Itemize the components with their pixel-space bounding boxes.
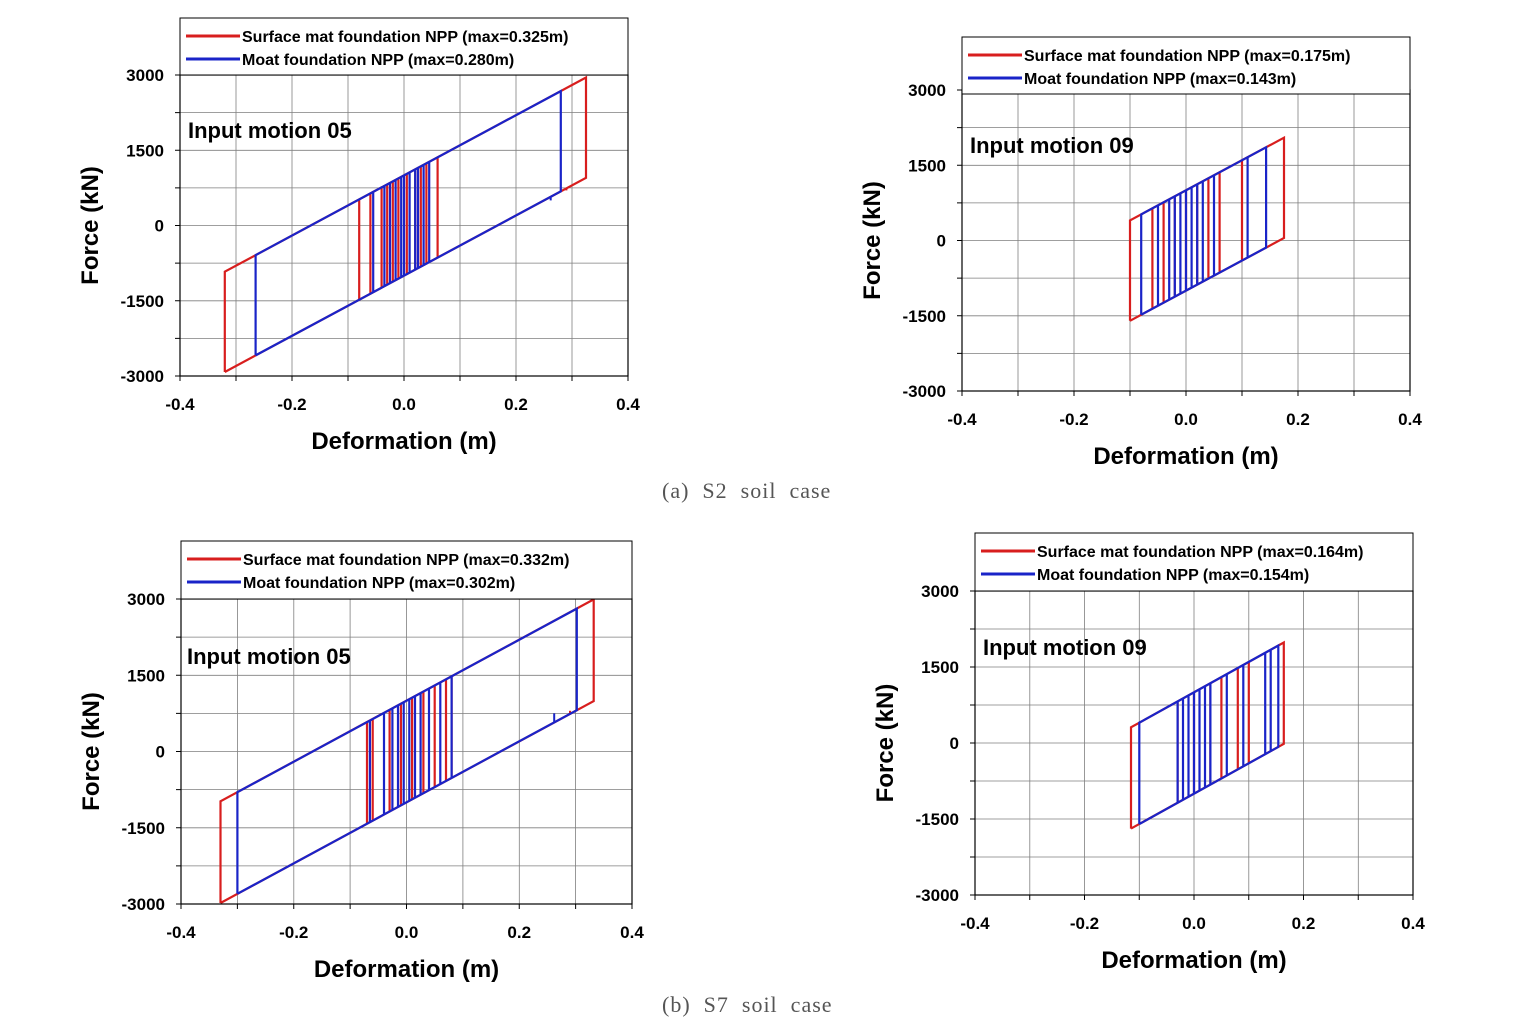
y-tick-label: -1500 [903,307,946,326]
input-motion-annotation: Input motion 05 [187,644,351,669]
x-tick-label: 0.4 [1401,914,1425,933]
y-axis-label: Force (kN) [77,166,104,285]
chart-s2-motion-09: -0.4 -0.2 0.0 0.2 0.4 -3000 -1500 0 1500 3000 Defo… [859,36,1422,470]
chart-s7-motion-09: -0.4 -0.2 0.0 0.2 0.4 -3000 -1500 0 1500 3000 Defo… [872,532,1425,974]
legend-label-moat: Moat foundation NPP (max=0.154m) [1037,567,1309,584]
y-tick-label: -3000 [916,886,959,905]
x-tick-label: -0.2 [1070,914,1099,933]
x-tick-label: -0.2 [1059,410,1088,429]
y-tick-label: 1500 [921,658,959,677]
x-tick-label: 0.4 [620,923,644,942]
legend-label-surface: Surface mat foundation NPP (max=0.164m) [1037,544,1363,561]
series-line-moat [254,89,562,357]
y-tick-label: 0 [156,743,165,762]
y-tick-label: 3000 [921,582,959,601]
y-tick-label: 1500 [908,156,946,175]
series-line-surface [1129,640,1285,830]
x-axis-label: Deformation (m) [311,428,496,455]
x-axis-label: Deformation (m) [1101,947,1286,974]
y-tick-label: -3000 [903,382,946,401]
input-motion-annotation: Input motion 09 [983,635,1147,660]
input-motion-annotation: Input motion 09 [970,133,1134,158]
y-tick-label: -1500 [121,292,164,311]
y-tick-label: 1500 [127,666,165,685]
x-tick-label: 0.0 [395,923,419,942]
x-axis-label: Deformation (m) [1093,443,1278,470]
x-tick-label: 0.4 [616,395,640,414]
input-motion-annotation: Input motion 05 [188,118,352,143]
y-tick-label: 0 [937,232,946,251]
y-axis-label: Force (kN) [859,181,886,300]
x-tick-label: 0.0 [1174,410,1198,429]
y-axis-label: Force (kN) [872,684,899,803]
legend-box [180,540,633,600]
y-tick-label: -3000 [122,895,165,914]
legend-box [179,17,629,76]
y-tick-label: 3000 [127,590,165,609]
y-tick-label: -1500 [122,819,165,838]
x-tick-label: 0.2 [1292,914,1316,933]
y-tick-label: 3000 [908,81,946,100]
y-tick-label: 1500 [126,141,164,160]
x-tick-label: -0.2 [277,395,306,414]
x-tick-label: 0.2 [1286,410,1310,429]
y-tick-label: 0 [950,734,959,753]
x-tick-label: -0.2 [279,923,308,942]
x-tick-label: -0.4 [960,914,990,933]
y-tick-label: -1500 [916,810,959,829]
x-tick-label: 0.0 [392,395,416,414]
legend-label-surface: Surface mat foundation NPP (max=0.325m) [242,29,568,46]
x-tick-label: -0.4 [166,923,196,942]
x-tick-label: -0.4 [165,395,195,414]
series-line-moat [1138,643,1280,826]
caption-s2-soil-case: (a) S2 soil case [662,478,832,503]
chart-s7-motion-05: -0.4 -0.2 0.0 0.2 0.4 -3000 -1500 0 1500 3000 Defo… [78,540,644,983]
legend-label-moat: Moat foundation NPP (max=0.302m) [243,575,515,592]
chart-s2-motion-05: -0.4 -0.2 0.0 0.2 0.4 -3000 -1500 0 1500 3000 Defo… [77,17,640,455]
legend-label-surface: Surface mat foundation NPP (max=0.332m) [243,552,569,569]
y-tick-label: 3000 [126,66,164,85]
legend-label-moat: Moat foundation NPP (max=0.143m) [1024,71,1296,88]
x-axis-label: Deformation (m) [314,956,499,983]
x-tick-label: 0.4 [1398,410,1422,429]
legend-label-surface: Surface mat foundation NPP (max=0.175m) [1024,48,1350,65]
series-line-moat [236,606,578,895]
y-axis-label: Force (kN) [78,692,105,811]
y-tick-label: 0 [155,217,164,236]
series-line-moat [1140,145,1268,316]
x-tick-label: 0.2 [507,923,531,942]
caption-s7-soil-case: (b) S7 soil case [662,992,833,1017]
x-tick-label: -0.4 [947,410,977,429]
legend-box [961,36,1411,95]
legend-label-moat: Moat foundation NPP (max=0.280m) [242,52,514,69]
legend-box [974,532,1414,592]
x-tick-label: 0.0 [1182,914,1206,933]
y-tick-label: -3000 [121,367,164,386]
x-tick-label: 0.2 [504,395,528,414]
